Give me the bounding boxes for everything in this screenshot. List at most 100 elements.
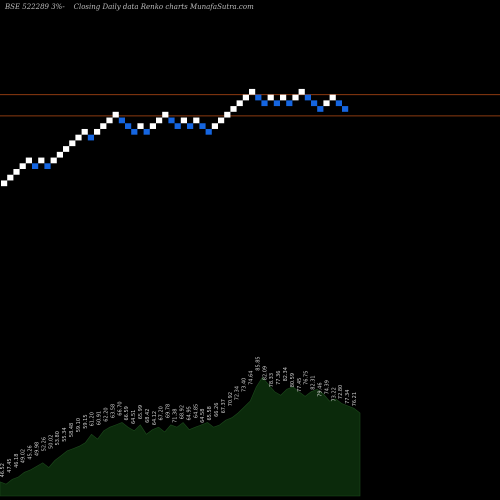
volume-label: 77.45 [297, 378, 303, 392]
renko-brick-up [1, 180, 8, 187]
renko-brick-up [19, 163, 26, 170]
renko-brick-down [286, 100, 293, 107]
volume-label: 52.26 [41, 437, 47, 451]
volume-label: 76.75 [304, 371, 310, 385]
volume-label: 76.21 [352, 392, 358, 406]
volume-label: 59.15 [83, 414, 89, 428]
volume-label: 61.20 [90, 412, 96, 426]
volume-label: 69.78 [166, 404, 172, 418]
renko-brick-up [137, 123, 144, 129]
volume-label: 64.12 [152, 411, 158, 425]
renko-brick-up [329, 94, 336, 101]
renko-brick-down [304, 94, 311, 101]
volume-label: 77.34 [345, 390, 351, 404]
volume-label: 49.02 [21, 449, 27, 463]
volume-label: 80.59 [290, 373, 296, 387]
volume-label: 45.26 [28, 445, 34, 459]
renko-brick-down [187, 123, 194, 129]
volume-label: 72.80 [338, 385, 344, 399]
volume-label: 79.46 [318, 382, 324, 396]
volume-label: 68.42 [145, 409, 151, 423]
volume-label: 82.34 [283, 367, 289, 381]
volume-label: 65.99 [138, 405, 144, 419]
volume-label: 53.80 [55, 431, 61, 445]
renko-brick-down [261, 100, 268, 107]
renko-brick-up [56, 151, 63, 158]
renko-brick-up [249, 88, 256, 95]
volume-label: 58.48 [69, 423, 75, 437]
renko-brick-up [211, 123, 218, 129]
renko-brick-up [100, 123, 107, 129]
renko-brick-up [75, 134, 82, 141]
volume-label: 72.34 [235, 386, 241, 400]
volume-label: 65.58 [207, 406, 213, 420]
renko-brick-up [280, 94, 287, 101]
volume-label: 62.20 [104, 407, 110, 421]
renko-brick-up [50, 157, 57, 164]
volume-label: 66.59 [124, 406, 130, 420]
renko-brick-up [63, 146, 70, 152]
volume-label: 70.92 [228, 392, 234, 406]
volume-label: 46.52 [0, 463, 6, 477]
volume-label: 64.58 [200, 409, 206, 423]
volume-label: 66.70 [117, 401, 123, 415]
renko-brick-up [242, 94, 249, 101]
renko-brick-up [267, 94, 274, 101]
renko-brick-down [168, 117, 175, 124]
volume-label: 74.39 [324, 380, 330, 394]
renko-brick-up [292, 94, 299, 101]
renko-brick-down [205, 128, 212, 135]
renko-brick-up [38, 157, 45, 164]
renko-brick-down [255, 94, 262, 101]
renko-brick-up [7, 174, 14, 181]
volume-label: 71.38 [173, 409, 179, 423]
renko-brick-down [199, 123, 206, 129]
renko-brick-up [69, 140, 76, 147]
renko-brick-down [44, 163, 51, 170]
volume-label: 49.98 [35, 442, 41, 456]
renko-brick-up [94, 128, 101, 135]
renko-brick-up [323, 100, 330, 107]
volume-label: 78.33 [269, 373, 275, 387]
volume-label: 55.34 [62, 427, 68, 441]
volume-label: 60.91 [97, 411, 103, 425]
renko-brick-down [174, 123, 181, 129]
volume-label: 82.09 [262, 366, 268, 380]
volume-label: 67.37 [221, 399, 227, 413]
volume-label: 73.40 [242, 378, 248, 392]
renko-brick-down [87, 134, 94, 141]
volume-area [0, 376, 361, 497]
volume-label: 50.02 [48, 435, 54, 449]
renko-brick-up [236, 100, 243, 107]
renko-brick-down [311, 100, 318, 107]
renko-brick-up [112, 111, 119, 118]
volume-label: 47.45 [7, 458, 13, 472]
volume-label: 59.10 [76, 418, 82, 432]
volume-label: 66.26 [214, 403, 220, 417]
renko-brick-up [224, 111, 231, 118]
volume-label: 85.85 [255, 356, 261, 370]
renko-brick-down [32, 163, 39, 170]
volume-label: 64.95 [186, 406, 192, 420]
renko-brick-up [25, 157, 32, 164]
volume-label: 68.92 [180, 405, 186, 419]
renko-brick-down [143, 128, 150, 135]
description-label: Closing Daily data Renko charts MunafaSu… [73, 3, 254, 11]
volume-label: 64.51 [131, 410, 137, 424]
chart-header: BSE 522289 3%- Closing Daily data Renko … [5, 3, 254, 11]
symbol-label: BSE 522289 3%- [5, 3, 65, 11]
renko-brick-up [230, 106, 237, 112]
renko-brick-down [317, 106, 324, 112]
renko-brick-up [156, 117, 163, 124]
renko-brick-down [118, 117, 125, 124]
renko-brick-down [342, 106, 349, 112]
volume-label: 64.85 [193, 404, 199, 418]
volume-label: 67.20 [159, 406, 165, 420]
volume-label: 77.36 [276, 371, 282, 385]
renko-brick-up [180, 117, 187, 124]
renko-brick-down [335, 100, 342, 107]
volume-label: 46.18 [14, 454, 20, 468]
renko-brick-up [81, 128, 88, 135]
